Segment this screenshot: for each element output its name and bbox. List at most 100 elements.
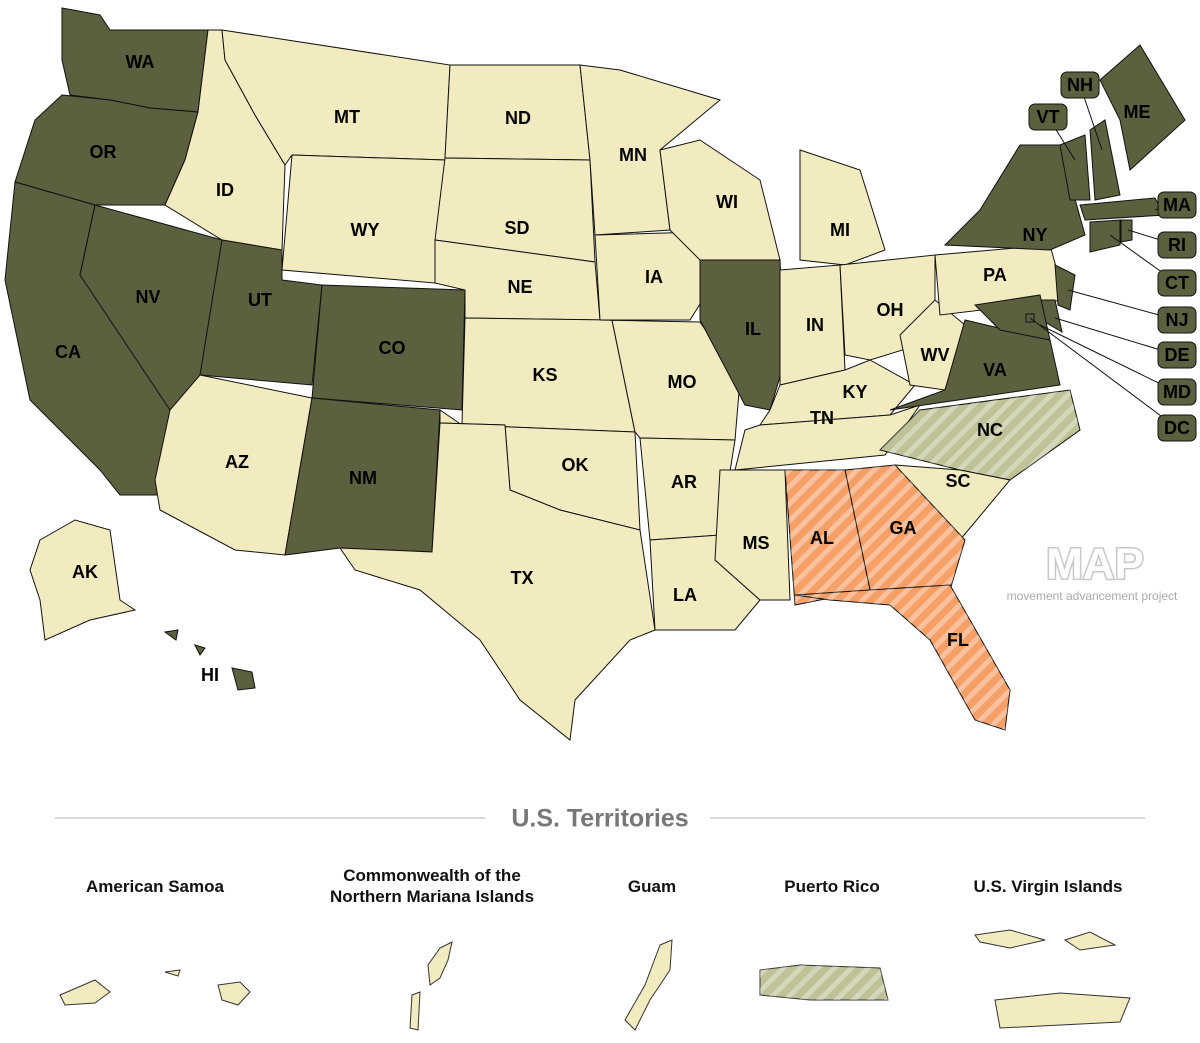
state-label: WI [716,192,738,212]
state-label: VA [983,360,1007,380]
state-shape [231,667,256,691]
label-box [1060,71,1100,99]
state-label: ID [216,180,234,200]
state-label: IL [745,319,761,339]
state-shape [973,294,1051,341]
state-label: NJ [1165,310,1188,330]
territory-shapes [59,929,1131,1031]
state-label: CO [379,338,406,358]
state-label: HI [201,665,219,685]
state-label: OK [562,455,589,475]
state-label: NH [1067,75,1093,95]
state-shape [1099,44,1186,171]
state-shape [714,469,791,601]
state-shape [1059,134,1091,201]
state-label: TN [810,408,834,428]
territory-name: U.S. Virgin Islands [973,877,1123,896]
state-label: MT [334,107,360,127]
state-label: AK [72,562,98,582]
state-label: WY [351,220,380,240]
label-box [1028,103,1068,131]
leader-line [1039,324,1178,393]
state-hatch [795,585,1010,730]
state-label: TX [510,568,533,588]
state-label: OR [90,142,117,162]
state-label: DE [1164,345,1189,365]
territory-shape [427,941,453,986]
state-label: WV [921,345,950,365]
state-label: CA [55,342,81,362]
label-box [1157,378,1197,406]
state-label: CT [1165,273,1189,293]
label-box [1157,341,1197,369]
state-shape [1089,119,1121,201]
state-shape [163,629,179,641]
state-label: ND [505,108,531,128]
state-label: KY [842,382,867,402]
state-shape [194,644,206,656]
state-label: AL [810,528,834,548]
territories-heading: U.S. Territories [511,805,688,833]
states [4,7,1186,741]
state-label: MS [743,533,770,553]
state-label: NY [1022,225,1047,245]
leader-line [1029,317,1178,429]
label-box [1157,231,1197,259]
state-hatch [880,390,1080,480]
logo: MAP [1046,540,1144,589]
label-box [1157,414,1197,442]
label-box [1157,306,1197,334]
state-label: MI [830,220,850,240]
state-label: IA [645,267,663,287]
state-shape [1079,197,1166,221]
state-shape [1089,219,1121,253]
state-hatch [845,465,965,590]
label-box [1157,269,1197,297]
state-label: NE [507,277,532,297]
state-shape [29,519,137,641]
state-label: DC [1164,418,1190,438]
label-box [1157,191,1197,219]
state-label: VT [1036,107,1059,127]
state-label: NC [977,420,1003,440]
territory-name: Puerto Rico [784,877,880,896]
state-label: UT [248,290,272,310]
state-label: PA [983,265,1007,285]
territory-hatch [760,965,888,1000]
state-label: WA [126,52,155,72]
state-label: MD [1163,382,1191,402]
state-label: GA [890,518,917,538]
territory-shape [59,979,111,1006]
state-label: MN [619,145,647,165]
territory-shape [217,981,251,1006]
state-label: MO [668,372,697,392]
state-shape [1120,219,1133,243]
state-label: SC [945,471,970,491]
state-label: NM [349,468,377,488]
territory-shape [164,969,181,977]
leader-line [1054,317,1178,356]
state-label: IN [806,315,824,335]
state-label: OH [877,300,904,320]
state-label: LA [673,585,697,605]
state-label: AR [671,472,697,492]
territory-shape [1063,931,1117,951]
state-label: FL [947,630,969,650]
state-label: AZ [225,452,249,472]
territory-name: Guam [627,877,677,896]
territory-shape [994,992,1131,1029]
state-shape [734,404,922,471]
territory-name: American Samoa [86,877,224,896]
state-label: NV [135,287,160,307]
state-label: ME [1124,102,1151,122]
state-shape [799,149,886,266]
state-label: SD [504,218,529,238]
territory-shape [974,929,1046,949]
state-label: RI [1168,235,1186,255]
state-label: MA [1163,195,1191,215]
state-label: KS [532,365,557,385]
state-shape [1054,264,1076,311]
logo-tagline: movement advancement project [1007,589,1178,603]
labels: WA OR CA NV ID MT WY UT CO AZ NM ND SD NE KS OK TX MN IA MO… [55,52,1197,685]
